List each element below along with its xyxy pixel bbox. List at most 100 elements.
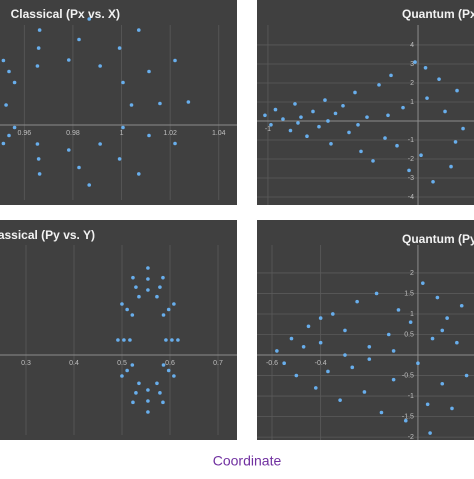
point [371, 159, 375, 163]
y-tick-label: 3 [410, 61, 414, 68]
point [155, 381, 159, 386]
point [362, 390, 367, 394]
y-tick-label: 2 [410, 270, 414, 277]
point [355, 299, 359, 304]
point [401, 105, 405, 110]
point [137, 294, 141, 299]
point [1, 141, 6, 146]
point [301, 345, 306, 349]
panel: -0.6 -0.4 2 1.5 1 0.5 -0.5 -1 -1.5 -2 Quantum (Py … [257, 220, 474, 440]
panel: 0.3 0.4 0.5 0.6 0.7 Classical (Py vs. Y) [0, 220, 237, 440]
point [323, 98, 327, 102]
point [425, 96, 429, 100]
point [425, 402, 430, 407]
point [98, 64, 102, 68]
point [77, 37, 81, 42]
point [383, 136, 387, 140]
point [130, 313, 135, 317]
point [326, 369, 330, 374]
point [347, 130, 351, 135]
point [416, 361, 420, 366]
point [464, 373, 469, 378]
point [36, 157, 41, 161]
point [7, 69, 11, 74]
point [66, 58, 71, 62]
point [341, 103, 345, 108]
point [396, 308, 401, 312]
point [35, 64, 40, 68]
point [407, 168, 411, 173]
point [131, 275, 135, 280]
point [403, 418, 408, 423]
y-tick-label: -1.5 [402, 413, 414, 420]
x-tick-label: 0.6 [165, 360, 175, 367]
point [455, 340, 459, 345]
point [389, 73, 393, 78]
point [164, 338, 168, 342]
x-tick-label: 0.7 [213, 360, 223, 367]
point [158, 101, 162, 106]
point [326, 119, 330, 123]
x-tick-label: 1.02 [163, 130, 177, 137]
point [130, 363, 135, 367]
y-tick-label: 1.5 [404, 290, 414, 297]
point [116, 338, 120, 342]
point [408, 320, 413, 324]
y-tick-label: -1 [408, 137, 414, 144]
point [282, 361, 286, 366]
point [365, 115, 369, 119]
point [125, 368, 129, 373]
point [367, 357, 372, 361]
point [294, 373, 299, 378]
point [161, 275, 165, 280]
point [431, 180, 435, 184]
point [450, 406, 454, 411]
point [440, 328, 445, 333]
point [395, 143, 399, 148]
x-tick-label: 0.98 [66, 130, 80, 137]
point [7, 133, 11, 138]
y-tick-label: -3 [408, 175, 414, 182]
point [350, 365, 355, 370]
point [338, 398, 342, 402]
point [443, 109, 447, 114]
point [155, 294, 159, 299]
point [166, 368, 171, 373]
point [77, 165, 81, 170]
point [161, 313, 166, 317]
point [37, 28, 42, 32]
y-tick-label: 0.5 [404, 331, 414, 338]
point [137, 381, 141, 386]
point [128, 338, 132, 342]
point [386, 332, 391, 337]
point [147, 69, 151, 74]
point [172, 302, 176, 306]
y-tick-label: 1 [410, 99, 414, 106]
point [296, 121, 300, 125]
point [161, 363, 166, 367]
point [173, 58, 177, 63]
point [129, 103, 134, 107]
point [134, 285, 138, 289]
y-tick-label: -0.5 [402, 372, 414, 379]
point [146, 266, 150, 270]
point [87, 183, 92, 187]
point [367, 345, 372, 349]
point [12, 125, 17, 130]
point [117, 157, 122, 161]
point [125, 307, 129, 312]
point [449, 164, 453, 169]
point [391, 349, 396, 353]
point [386, 113, 390, 118]
point [437, 77, 441, 81]
x-tick-label: 0.3 [21, 360, 31, 367]
point [173, 141, 177, 146]
point [176, 338, 180, 342]
point [299, 115, 303, 119]
point [318, 340, 323, 345]
point [117, 46, 122, 50]
point [269, 122, 273, 127]
point [305, 134, 309, 138]
point [440, 381, 445, 386]
point [120, 374, 124, 378]
